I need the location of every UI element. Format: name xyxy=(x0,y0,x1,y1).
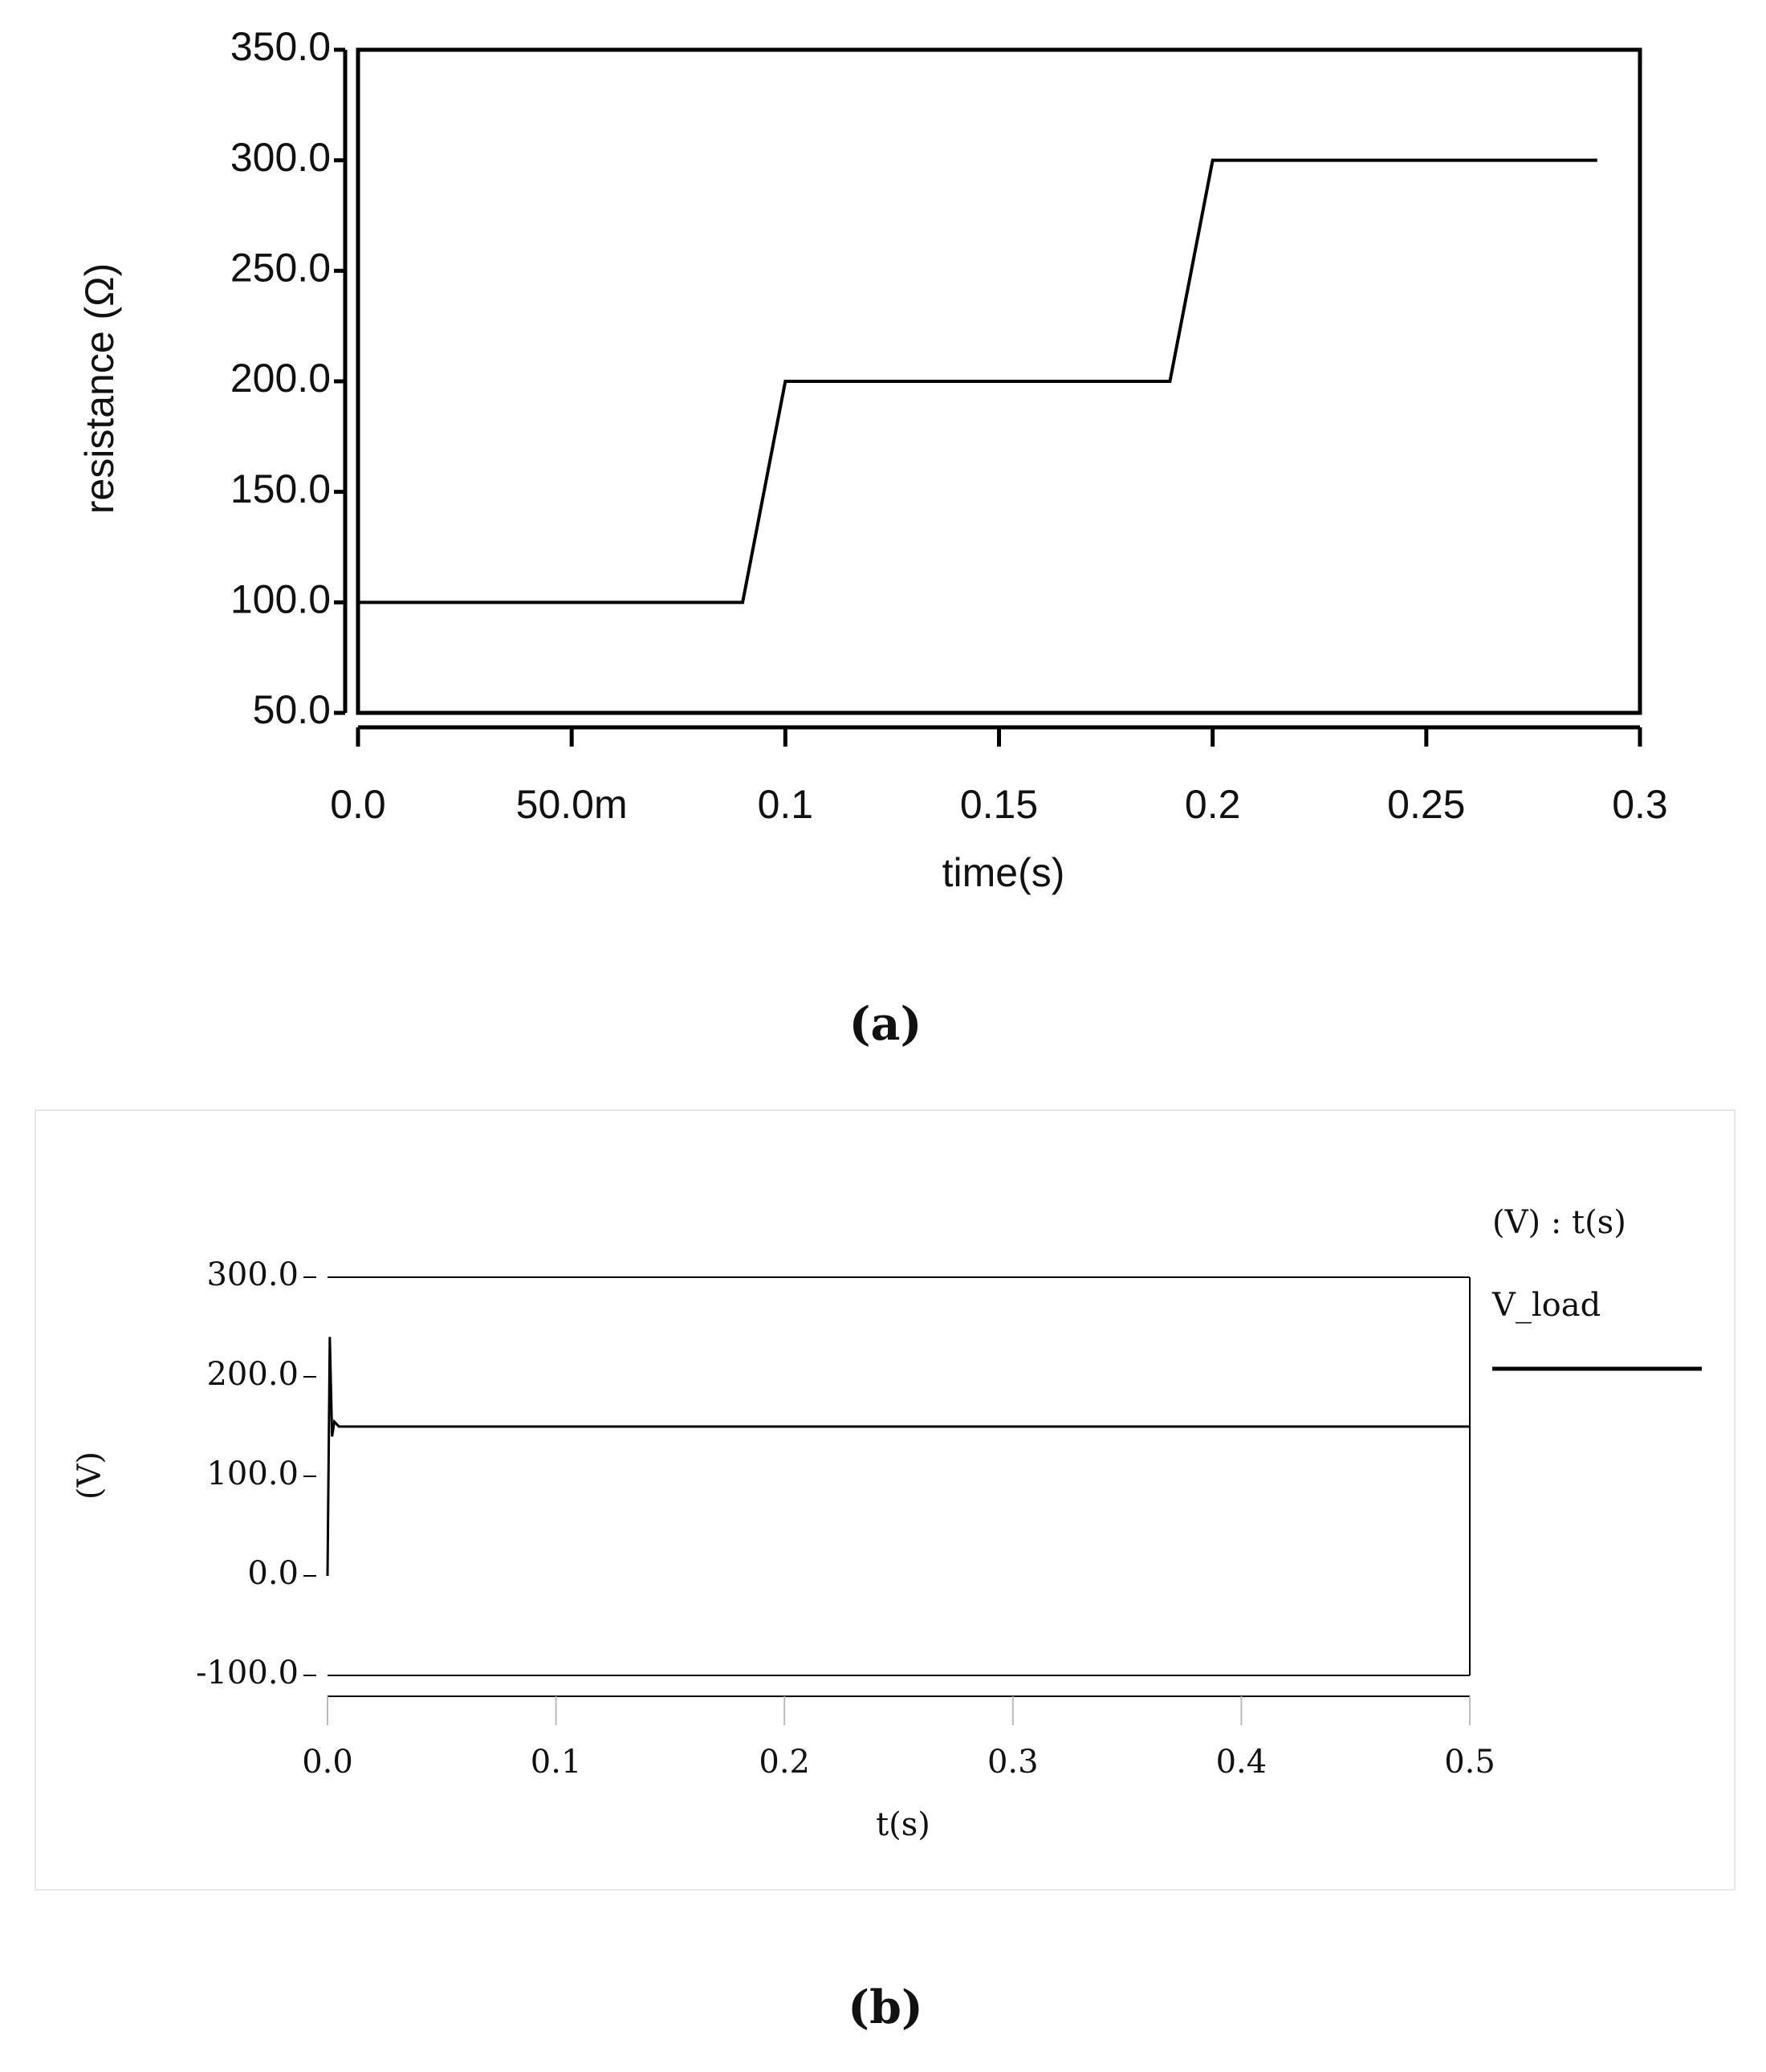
y-tick-label: 300.0 xyxy=(206,1256,299,1293)
legend-label: V_load xyxy=(1491,1287,1601,1324)
y-tick-label: 200.0 xyxy=(206,1356,299,1393)
x-tick-label: 0.3 xyxy=(987,1744,1039,1781)
x-tick-label: 0.2 xyxy=(1185,782,1241,827)
x-tick-label: 50.0m xyxy=(516,782,628,827)
x-tick-label: 0.15 xyxy=(960,782,1038,827)
x-tick-label: 0.5 xyxy=(1444,1744,1495,1781)
x-tick-label: 0.1 xyxy=(531,1744,582,1781)
y-tick-label: 100.0 xyxy=(230,577,331,622)
y-tick-label: 100.0 xyxy=(206,1455,299,1492)
x-tick-label: 0.4 xyxy=(1216,1744,1268,1781)
y-tick-label: 0.0 xyxy=(247,1555,299,1592)
x-tick-label: 0.1 xyxy=(758,782,814,827)
y-tick-label: 200.0 xyxy=(230,356,331,401)
x-axis-label: t(s) xyxy=(876,1806,930,1843)
legend-title: (V) : t(s) xyxy=(1492,1204,1626,1241)
data-line xyxy=(326,1337,1470,1577)
y-tick-label: 50.0 xyxy=(253,687,331,732)
x-tick-label: 0.0 xyxy=(330,782,386,827)
y-tick-label: -100.0 xyxy=(196,1655,299,1691)
x-tick-label: 0.2 xyxy=(759,1744,810,1781)
y-axis-label: (V) xyxy=(71,1451,108,1500)
y-tick-label: 300.0 xyxy=(230,135,331,180)
panel-border xyxy=(35,1109,1735,1891)
x-tick-label: 0.25 xyxy=(1387,782,1465,827)
x-axis-label: time(s) xyxy=(942,850,1065,895)
x-tick-label: 0.3 xyxy=(1612,782,1668,827)
data-line xyxy=(358,158,1597,605)
y-tick-label: 350.0 xyxy=(230,24,331,69)
y-tick-label: 150.0 xyxy=(230,466,331,511)
caption: (b) xyxy=(848,1980,923,2034)
y-axis-label: resistance (Ω) xyxy=(77,263,122,514)
y-tick-label: 250.0 xyxy=(230,246,331,291)
plot-frame xyxy=(356,47,1642,715)
caption: (a) xyxy=(849,997,922,1051)
x-tick-label: 0.0 xyxy=(302,1744,353,1781)
